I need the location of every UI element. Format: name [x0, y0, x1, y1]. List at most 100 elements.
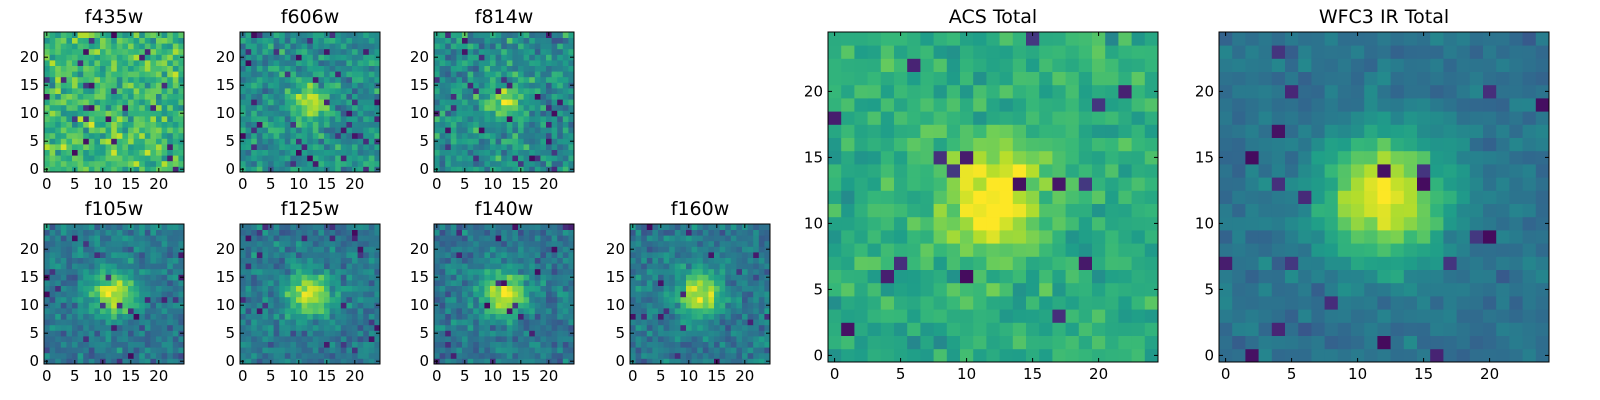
heatmap-cell [94, 138, 101, 145]
heatmap-cell [456, 319, 463, 326]
heatmap-cell [262, 308, 269, 314]
heatmap-cell [268, 285, 274, 292]
heatmap-cell [736, 274, 743, 281]
heatmap-cell [279, 324, 286, 331]
heatmap-cell [714, 246, 720, 253]
heatmap-cell [245, 330, 252, 337]
heatmap-cell [1118, 230, 1132, 244]
heatmap-cell [284, 285, 291, 292]
heatmap-cell [495, 257, 502, 264]
heatmap-cell [128, 48, 134, 55]
heatmap-cell [284, 60, 291, 66]
heatmap-cell [434, 263, 440, 270]
heatmap-cell [94, 149, 101, 156]
heatmap-cell [290, 82, 297, 89]
heatmap-cell [83, 71, 90, 78]
heatmap-cell [150, 37, 157, 44]
x-tick-label: 0 [238, 367, 248, 385]
heatmap-cell [368, 149, 375, 156]
heatmap-cell [484, 319, 491, 326]
heatmap-cell [105, 240, 112, 247]
heatmap-cell [473, 116, 480, 122]
heatmap-cell [318, 330, 325, 337]
heatmap-cell [641, 352, 648, 359]
heatmap-cell [546, 263, 552, 270]
heatmap-cell [478, 313, 485, 320]
heatmap-cell [240, 257, 246, 264]
heatmap-cell [484, 104, 491, 111]
heatmap-cell [88, 127, 95, 134]
heatmap-cell [368, 43, 375, 50]
heatmap-cell [484, 155, 491, 162]
heatmap-cell [290, 76, 297, 83]
heatmap-cell [44, 291, 50, 298]
heatmap-cell [245, 93, 252, 100]
heatmap-cell [450, 246, 457, 253]
heatmap-cell [307, 341, 314, 348]
heatmap-cell [557, 358, 564, 365]
heatmap-cell [94, 60, 101, 66]
y-tick-label: 20 [216, 240, 235, 258]
heatmap-cell [506, 341, 513, 348]
heatmap-cell [49, 149, 56, 156]
heatmap-cell [557, 268, 564, 275]
heatmap-cell [920, 269, 934, 284]
heatmap-cell [467, 336, 474, 342]
heatmap-cell [630, 319, 636, 326]
heatmap-cell [529, 76, 536, 83]
heatmap-cell [434, 347, 440, 354]
heatmap-cell [484, 274, 491, 281]
heatmap-cell [256, 235, 263, 242]
heatmap-cell [725, 224, 732, 230]
heatmap-cell [161, 43, 168, 50]
heatmap-cell [100, 252, 106, 258]
heatmap-cell [296, 257, 302, 264]
heatmap-cell [686, 240, 692, 247]
heatmap-cell [144, 60, 151, 66]
heatmap-cell [156, 76, 162, 83]
heatmap-cell [973, 296, 987, 310]
heatmap-cell [256, 149, 263, 156]
heatmap-cell [495, 166, 502, 173]
heatmap-cell [116, 313, 123, 320]
heatmap-cell [523, 82, 530, 89]
heatmap-cell [374, 268, 381, 275]
heatmap-cell [88, 302, 95, 309]
heatmap-cell [144, 330, 151, 337]
heatmap-cell [279, 110, 286, 117]
heatmap-cell [523, 246, 530, 253]
heatmap-cell [478, 308, 485, 314]
heatmap-cell [312, 71, 319, 78]
heatmap-cell [167, 341, 174, 348]
heatmap-cell [462, 229, 468, 236]
heatmap-cell [88, 330, 95, 337]
heatmap-cell [462, 99, 468, 106]
heatmap-cell [758, 313, 765, 320]
heatmap-cell [490, 268, 496, 275]
heatmap-cell [88, 352, 95, 359]
heatmap-cell [529, 324, 536, 331]
heatmap-cell [352, 127, 358, 134]
heatmap-cell [55, 48, 62, 55]
heatmap-cell [60, 37, 67, 44]
heatmap-cell [546, 274, 552, 281]
heatmap-cell [329, 132, 336, 139]
heatmap-cell [467, 235, 474, 242]
heatmap-cell [66, 240, 73, 247]
heatmap-cell [133, 88, 140, 94]
heatmap-cell [1052, 296, 1066, 310]
heatmap-cell [94, 246, 101, 253]
heatmap-cell [133, 121, 140, 128]
heatmap-cell [172, 82, 179, 89]
heatmap-cell [512, 330, 519, 337]
heatmap-cell [44, 263, 50, 270]
heatmap-cell [262, 88, 269, 94]
heatmap-cell [363, 252, 370, 258]
heatmap-cell [467, 132, 474, 139]
heatmap-cell [562, 104, 569, 111]
heatmap-cell [652, 319, 659, 326]
heatmap-cell [506, 347, 513, 354]
heatmap-cell [273, 37, 280, 44]
heatmap-cell [450, 252, 457, 258]
heatmap-cell [456, 296, 463, 303]
